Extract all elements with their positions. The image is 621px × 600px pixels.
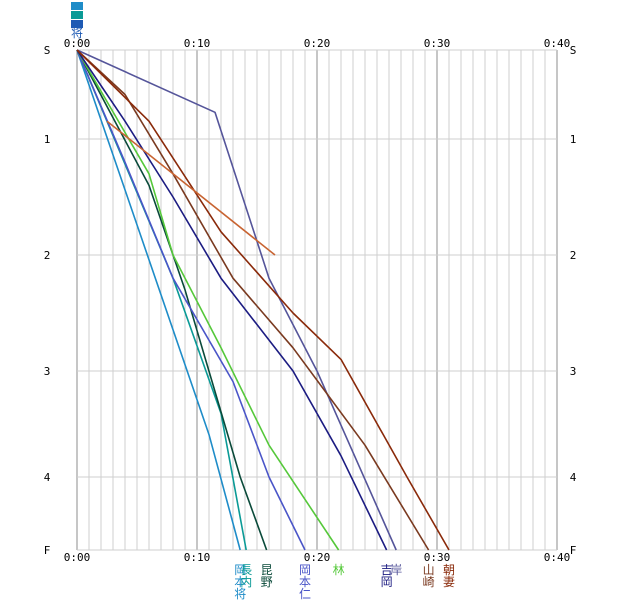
series-line	[76, 49, 241, 551]
series-line	[76, 49, 340, 551]
series-line	[76, 49, 430, 551]
grid	[76, 49, 558, 551]
x-tick-label-top: 0:30	[424, 37, 451, 50]
series-line	[106, 120, 276, 256]
y-tick-label-right: S	[570, 44, 577, 57]
series-name-char: 崎	[423, 575, 435, 589]
x-tick-label-top: 0:10	[184, 37, 211, 50]
series-name-char: 本	[299, 575, 311, 589]
corner-label: 将	[71, 26, 83, 40]
series-name-char: 岡	[381, 575, 393, 589]
y-tick-label-left: S	[44, 44, 51, 57]
x-tick-label-bottom: 0:30	[424, 551, 451, 564]
y-tick-label-right: 1	[570, 133, 577, 146]
y-tick-label-left: F	[44, 544, 51, 557]
axes: 0:00 0:00 0:10 0:10 0:20 0:20 0:30 0:30 0:40 0:40…	[44, 37, 577, 564]
series-name-char: 山	[423, 563, 435, 577]
series-line	[76, 49, 306, 551]
series-name-char: 林	[333, 563, 345, 577]
legend-icon	[71, 20, 83, 28]
series-line	[76, 49, 388, 551]
series-name-char: 長	[240, 563, 252, 577]
series-name-char: 野	[261, 575, 273, 589]
legend-icons	[71, 2, 83, 28]
series-lines	[76, 49, 450, 551]
series-name-char: 岸	[390, 563, 402, 577]
y-tick-label-left: 3	[44, 365, 51, 378]
series-name-char: 将	[234, 587, 246, 600]
y-tick-label-left: 2	[44, 249, 51, 262]
x-tick-label-top: 0:00	[64, 37, 91, 50]
y-tick-label-right: 3	[570, 365, 577, 378]
series-name-char: 岡	[234, 563, 246, 577]
series-name-char: 内	[240, 575, 252, 589]
x-tick-label-top: 0:40	[544, 37, 571, 50]
series-name-char: 本	[234, 575, 246, 589]
legend-icon	[71, 2, 83, 10]
y-tick-label-right: F	[570, 544, 577, 557]
y-tick-label-left: 4	[44, 471, 51, 484]
series-line	[76, 49, 450, 551]
series-name-char: 妻	[443, 575, 455, 589]
legend-icon	[71, 11, 83, 19]
series-line	[76, 49, 268, 551]
series-name-char: 岡	[299, 563, 311, 577]
y-tick-label-right: 4	[570, 471, 577, 484]
x-tick-label-bottom: 0:00	[64, 551, 91, 564]
x-tick-label-bottom: 0:20	[304, 551, 331, 564]
x-tick-label-bottom: 0:40	[544, 551, 571, 564]
y-tick-label-left: 1	[44, 133, 51, 146]
series-name-char: 朝	[443, 563, 455, 577]
x-tick-label-top: 0:20	[304, 37, 331, 50]
series-name-char: 吉	[381, 563, 393, 577]
series-name-char: 昆	[261, 563, 273, 577]
series-name-char: 仁	[299, 587, 311, 600]
y-tick-label-right: 2	[570, 249, 577, 262]
x-tick-label-bottom: 0:10	[184, 551, 211, 564]
series-line	[76, 49, 397, 551]
